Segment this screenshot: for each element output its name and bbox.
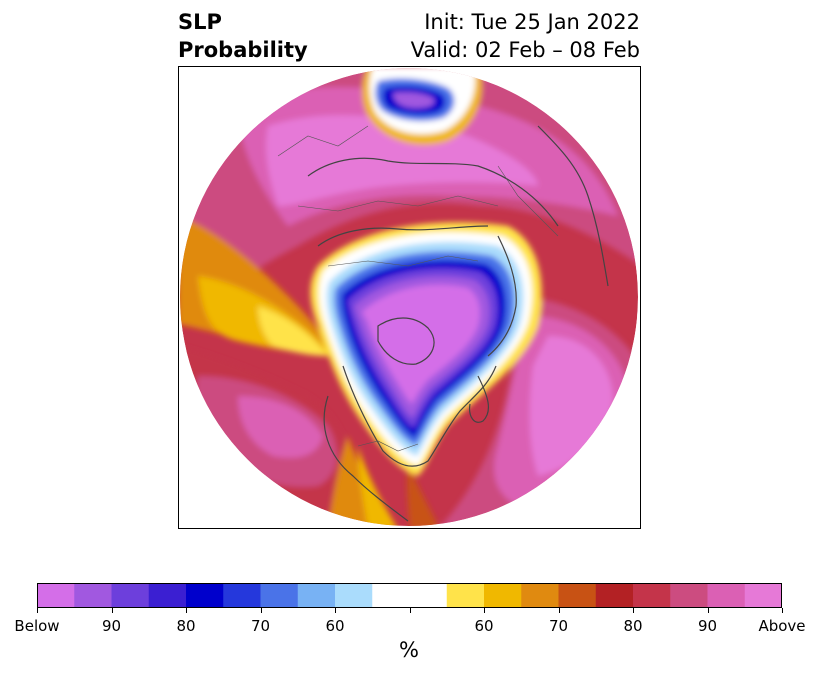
colorbar-swatch: [297, 583, 336, 608]
colorbar-tick-label: Above: [758, 617, 806, 635]
valid-range: Valid: 02 Feb – 08 Feb: [410, 38, 640, 62]
colorbar-tick: [260, 608, 262, 613]
colorbar-swatch: [223, 583, 262, 608]
colorbar-swatch: [111, 583, 150, 608]
colorbar-tick: [558, 608, 560, 613]
colorbar-swatch: [37, 583, 75, 608]
colorbar-tick: [409, 608, 411, 613]
colorbar-swatch: [633, 583, 671, 608]
colorbar-tick-label: 60: [325, 617, 345, 635]
colorbar-swatch: [186, 583, 224, 608]
forecast-dates: Init: Tue 25 Jan 2022 Valid: 02 Feb – 08…: [411, 8, 640, 64]
colorbar-swatch: [707, 583, 746, 608]
colorbar: [37, 583, 782, 608]
colorbar-tick: [37, 608, 38, 613]
colorbar-tick-label: 80: [176, 617, 196, 635]
colorbar-tick-label: 90: [697, 617, 718, 635]
probability-map: [178, 66, 641, 529]
colorbar-tick-label: 80: [623, 617, 643, 635]
coastlines: [307, 125, 609, 522]
colorbar-tick: [484, 608, 485, 613]
colorbar-swatch: [744, 583, 782, 608]
colorbar-tick: [186, 608, 187, 613]
title-probability: Probability: [178, 38, 308, 62]
colorbar-swatch: [409, 583, 448, 608]
colorbar-tick-label: 70: [250, 617, 271, 635]
colorbar-swatch: [372, 583, 411, 608]
colorbar-swatch: [670, 583, 709, 608]
colorbar-swatch: [558, 583, 597, 608]
colorbar-tick-label: 60: [474, 617, 494, 635]
colorbar-tick-label: Below: [14, 617, 60, 635]
colorbar-swatch: [260, 583, 299, 608]
colorbar-tick: [633, 608, 634, 613]
init-date: Init: Tue 25 Jan 2022: [424, 10, 640, 34]
colorbar-swatch: [595, 583, 634, 608]
colorbar-swatch: [74, 583, 113, 608]
colorbar-swatch: [446, 583, 485, 608]
colorbar-swatch: [521, 583, 560, 608]
colorbar-swatch: [335, 583, 373, 608]
map-title: SLP Probability: [178, 8, 308, 64]
colorbar-swatch: [484, 583, 522, 608]
colorbar-tick-label: 70: [548, 617, 569, 635]
colorbar-tick: [707, 608, 709, 613]
borders: [277, 125, 559, 452]
colorbar-tick: [111, 608, 113, 613]
colorbar-units: %: [399, 638, 419, 662]
colorbar-tick: [335, 608, 336, 613]
colorbar-tick-label: 90: [101, 617, 122, 635]
title-slp: SLP: [178, 10, 222, 34]
colorbar-tick: [782, 608, 783, 613]
colorbar-swatch: [148, 583, 187, 608]
